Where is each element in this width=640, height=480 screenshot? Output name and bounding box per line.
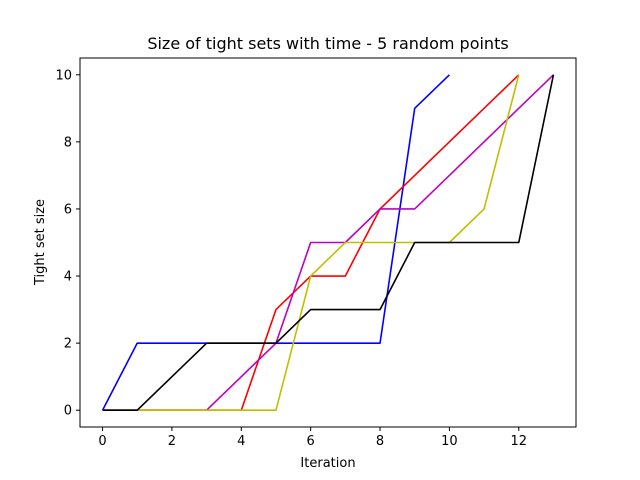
plot-area [101,74,555,412]
y-tick-label: 0 [64,404,72,419]
y-tick-label: 8 [64,135,72,150]
x-tick-label: 2 [168,434,176,449]
axes: 0 2 4 6 8 10 12 0 2 4 6 8 10 [55,68,527,449]
x-tick-label: 4 [237,434,245,449]
x-tick-label: 8 [376,434,384,449]
y-tick-label: 2 [64,337,72,352]
y-tick-label: 6 [64,202,72,217]
x-tick-label: 10 [441,434,458,449]
series-line-5 [102,74,555,412]
x-tick-label: 0 [98,434,106,449]
y-axis-label: Tight set size [33,199,48,286]
x-tick-label: 12 [510,434,527,449]
x-axis-label: Iteration [300,456,355,471]
axes-frame [79,57,577,428]
y-tick-label: 4 [64,270,72,285]
chart-title: Size of tight sets with time - 5 random … [147,34,508,53]
y-tick-label: 10 [55,68,72,83]
x-tick-label: 6 [307,434,315,449]
